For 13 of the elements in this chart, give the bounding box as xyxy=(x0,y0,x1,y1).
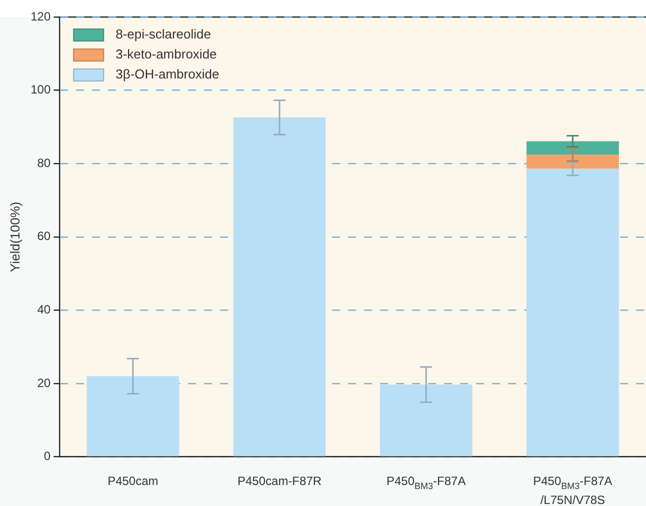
legend-label: 3β-OH-ambroxide xyxy=(116,66,220,82)
y-tick-label: 80 xyxy=(37,156,51,170)
legend-label: 8-epi-sclareolide xyxy=(116,26,212,42)
y-tick-label: 100 xyxy=(30,82,51,97)
y-tick-label: 40 xyxy=(37,302,51,317)
y-axis-title: Yield(100%) xyxy=(7,202,22,272)
y-tick-label: 0 xyxy=(44,449,51,464)
x-tick-label: P450cam xyxy=(108,474,158,488)
x-tick-label: P450cam-F87R xyxy=(237,474,322,488)
y-tick-label: 120 xyxy=(30,9,51,24)
legend-label: 3-keto-ambroxide xyxy=(116,46,217,62)
y-tick-label: 20 xyxy=(37,376,51,390)
y-tick-label: 60 xyxy=(37,229,51,244)
